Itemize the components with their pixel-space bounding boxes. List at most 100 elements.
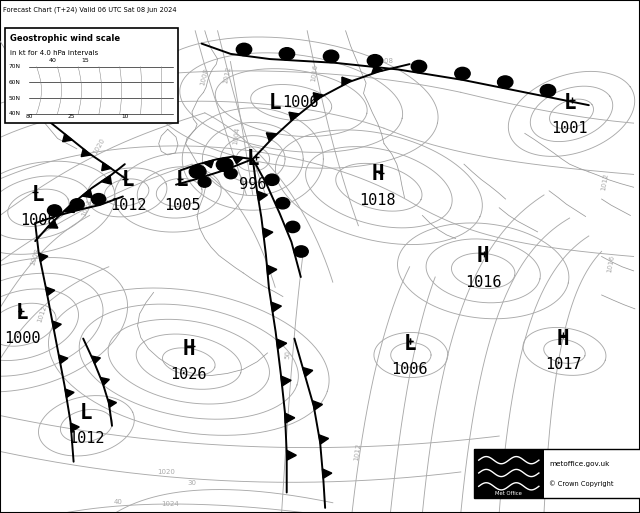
Polygon shape xyxy=(204,160,214,168)
Text: 1008: 1008 xyxy=(29,247,41,266)
Circle shape xyxy=(198,177,211,187)
Polygon shape xyxy=(92,356,100,364)
Polygon shape xyxy=(289,112,300,121)
Circle shape xyxy=(47,205,61,216)
Circle shape xyxy=(189,165,206,179)
Polygon shape xyxy=(45,287,55,295)
Text: Forecast Chart (T+24) Valid 06 UTC Sat 08 Jun 2024: Forecast Chart (T+24) Valid 06 UTC Sat 0… xyxy=(3,6,177,13)
Text: H: H xyxy=(371,165,384,184)
Text: 1020: 1020 xyxy=(92,137,106,155)
Polygon shape xyxy=(266,133,277,141)
Text: 1012: 1012 xyxy=(109,198,147,213)
Text: L: L xyxy=(403,334,416,353)
Text: 1016: 1016 xyxy=(465,274,502,290)
Polygon shape xyxy=(281,376,291,386)
Circle shape xyxy=(455,67,470,80)
Text: in kt for 4.0 hPa intervals: in kt for 4.0 hPa intervals xyxy=(10,50,99,56)
Circle shape xyxy=(276,198,290,209)
Circle shape xyxy=(412,61,427,73)
Text: 40: 40 xyxy=(114,499,123,505)
Text: 1024: 1024 xyxy=(80,199,93,217)
Text: 30: 30 xyxy=(188,480,196,486)
Text: 50N: 50N xyxy=(8,95,20,101)
Text: 40: 40 xyxy=(49,57,57,63)
Text: 1008: 1008 xyxy=(200,68,210,86)
Text: 1016: 1016 xyxy=(310,64,319,82)
Polygon shape xyxy=(262,228,273,238)
Polygon shape xyxy=(101,175,111,184)
Text: H: H xyxy=(182,339,195,359)
Polygon shape xyxy=(285,413,295,423)
Polygon shape xyxy=(276,339,287,349)
Polygon shape xyxy=(108,399,116,407)
Polygon shape xyxy=(82,189,92,198)
Polygon shape xyxy=(39,253,48,262)
Text: 1026: 1026 xyxy=(170,367,207,382)
Polygon shape xyxy=(267,265,277,275)
Text: 1017: 1017 xyxy=(545,357,582,372)
Text: 1001: 1001 xyxy=(551,121,588,136)
Text: 80: 80 xyxy=(26,114,33,119)
Text: 1012: 1012 xyxy=(600,173,609,191)
Text: 25: 25 xyxy=(67,114,75,119)
Polygon shape xyxy=(81,149,91,156)
Circle shape xyxy=(225,168,237,179)
Polygon shape xyxy=(372,65,383,73)
Text: L: L xyxy=(32,185,45,205)
Text: 1006: 1006 xyxy=(391,362,428,377)
Text: 1012: 1012 xyxy=(223,65,232,84)
Text: 1005: 1005 xyxy=(164,198,201,213)
Polygon shape xyxy=(70,423,79,432)
Text: 10: 10 xyxy=(122,114,129,119)
Polygon shape xyxy=(313,401,323,410)
Text: Met Office: Met Office xyxy=(495,490,522,496)
Polygon shape xyxy=(65,389,74,398)
Circle shape xyxy=(285,221,300,232)
Polygon shape xyxy=(102,163,111,171)
Polygon shape xyxy=(271,302,282,312)
Circle shape xyxy=(367,54,383,67)
Circle shape xyxy=(265,174,279,185)
Text: 40N: 40N xyxy=(8,111,20,116)
Text: 50: 50 xyxy=(285,349,291,359)
Circle shape xyxy=(323,50,339,63)
Circle shape xyxy=(279,48,294,60)
Text: 1024: 1024 xyxy=(161,501,179,507)
Text: 1020: 1020 xyxy=(157,469,175,475)
Text: L: L xyxy=(269,93,282,112)
Text: L: L xyxy=(176,170,189,189)
Polygon shape xyxy=(314,93,323,101)
Bar xyxy=(5,28,178,123)
Polygon shape xyxy=(287,450,296,460)
Text: 70N: 70N xyxy=(8,64,20,69)
Polygon shape xyxy=(59,355,68,364)
Polygon shape xyxy=(64,204,74,212)
Text: 1012: 1012 xyxy=(353,442,362,461)
Text: 1008: 1008 xyxy=(20,213,57,228)
Text: L: L xyxy=(80,403,93,423)
Text: 996: 996 xyxy=(239,177,266,192)
Text: L: L xyxy=(122,170,134,189)
Text: 1016: 1016 xyxy=(607,255,616,273)
Text: 1008: 1008 xyxy=(375,57,393,64)
Text: L: L xyxy=(246,149,259,169)
Text: 1006: 1006 xyxy=(282,95,319,110)
Circle shape xyxy=(497,76,513,88)
Text: Geostrophic wind scale: Geostrophic wind scale xyxy=(10,34,120,44)
Polygon shape xyxy=(257,191,268,201)
Circle shape xyxy=(70,199,84,210)
Text: L: L xyxy=(563,93,576,112)
Circle shape xyxy=(92,193,106,205)
Text: 1012: 1012 xyxy=(68,431,105,446)
Text: 1004: 1004 xyxy=(232,127,241,145)
Polygon shape xyxy=(303,367,313,377)
Bar xyxy=(474,449,544,498)
Circle shape xyxy=(540,85,556,97)
Text: 60N: 60N xyxy=(8,80,20,85)
Text: 1012: 1012 xyxy=(36,305,47,323)
Text: L: L xyxy=(16,303,29,323)
Polygon shape xyxy=(52,321,61,329)
Circle shape xyxy=(236,43,252,55)
Polygon shape xyxy=(323,469,332,478)
Polygon shape xyxy=(47,220,58,228)
